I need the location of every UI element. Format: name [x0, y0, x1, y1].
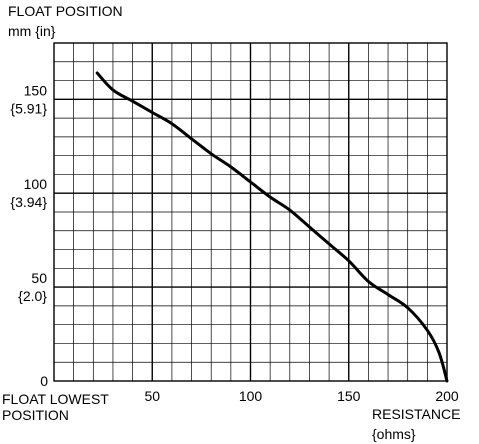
origin-label: FLOAT LOWEST POSITION — [2, 391, 109, 423]
y-tick-label: 150 {5.91} — [10, 82, 47, 116]
x-tick-label: 100 — [239, 388, 263, 404]
series-line — [95, 71, 449, 383]
grid-major — [53, 42, 448, 382]
y-tick-label: 0 — [40, 373, 48, 389]
y-axis-title: FLOAT POSITION mm {in} — [8, 3, 123, 39]
series-layer — [95, 71, 449, 383]
plot-frame — [53, 42, 448, 382]
x-tick-label: 150 — [337, 388, 361, 404]
y-tick-label: 50 {2.0} — [18, 270, 47, 304]
x-axis-title: RESISTANCE {ohms} — [372, 406, 460, 442]
x-tick-label: 50 — [144, 388, 160, 404]
labels-layer: FLOAT POSITION mm {in} RESISTANCE {ohms} FLO… — [2, 3, 460, 442]
y-tick-label: 100 {3.94} — [10, 176, 47, 210]
x-tick-label: 200 — [435, 388, 459, 404]
